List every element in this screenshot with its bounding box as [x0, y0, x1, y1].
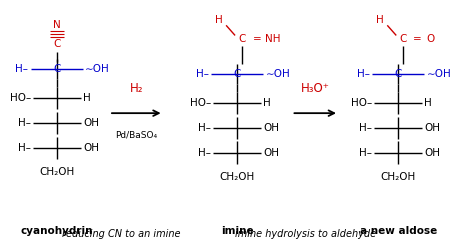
Text: CH₂OH: CH₂OH	[219, 172, 255, 182]
Text: OH: OH	[263, 123, 279, 133]
Text: a new aldose: a new aldose	[360, 226, 437, 236]
Text: reducing CN to an imine: reducing CN to an imine	[62, 229, 180, 239]
Text: H₂: H₂	[129, 82, 143, 95]
Text: OH: OH	[424, 123, 440, 133]
Text: ∼OH: ∼OH	[427, 69, 451, 79]
Text: imine: imine	[221, 226, 253, 236]
Text: O: O	[426, 34, 435, 44]
Text: H–: H–	[198, 123, 211, 133]
Text: H–: H–	[359, 148, 372, 157]
Text: OH: OH	[83, 118, 99, 128]
Text: C: C	[233, 69, 241, 79]
Text: ∼OH: ∼OH	[85, 64, 110, 74]
Text: H–: H–	[198, 148, 211, 157]
Text: Pd/BaSO₄: Pd/BaSO₄	[115, 131, 157, 140]
Text: CH₂OH: CH₂OH	[381, 172, 416, 182]
Text: cyanohydrin: cyanohydrin	[21, 226, 93, 236]
Text: =: =	[253, 34, 261, 44]
Text: OH: OH	[424, 148, 440, 157]
Text: H–: H–	[18, 118, 31, 128]
Text: H: H	[263, 98, 271, 108]
Text: C: C	[238, 34, 246, 44]
Text: C: C	[399, 34, 407, 44]
Text: HO–: HO–	[351, 98, 372, 108]
Text: CH₂OH: CH₂OH	[39, 167, 74, 177]
Text: C: C	[53, 39, 61, 49]
Text: H–: H–	[359, 123, 372, 133]
Text: H–: H–	[357, 69, 370, 79]
Text: C: C	[394, 69, 402, 79]
Text: H–: H–	[16, 64, 28, 74]
Text: imine hydrolysis to aldehyde: imine hydrolysis to aldehyde	[235, 229, 376, 239]
Text: OH: OH	[263, 148, 279, 157]
Text: H: H	[83, 93, 91, 103]
Text: N: N	[53, 20, 61, 30]
Text: H–: H–	[18, 143, 31, 153]
Text: H: H	[215, 15, 223, 25]
Text: C: C	[53, 64, 61, 74]
Text: H₃O⁺: H₃O⁺	[301, 82, 329, 95]
Text: OH: OH	[83, 143, 99, 153]
Text: H–: H–	[196, 69, 209, 79]
Text: HO–: HO–	[190, 98, 211, 108]
Text: HO–: HO–	[9, 93, 31, 103]
Text: ∼OH: ∼OH	[265, 69, 290, 79]
Text: NH: NH	[265, 34, 280, 44]
Text: =: =	[413, 34, 421, 44]
Text: H: H	[424, 98, 432, 108]
Text: H: H	[376, 15, 384, 25]
